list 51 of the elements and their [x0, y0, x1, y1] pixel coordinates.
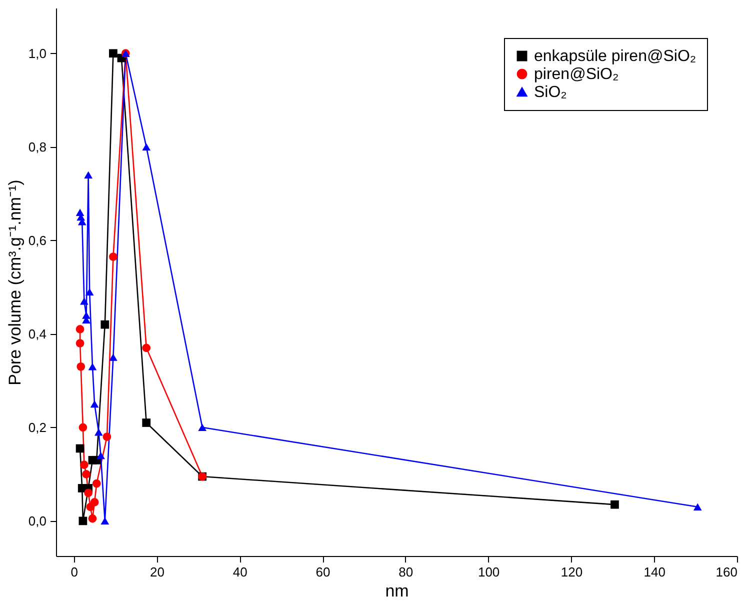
- x-tick-label: 80: [398, 564, 414, 580]
- x-tick-label: 20: [150, 564, 164, 580]
- x-tick-label: 100: [478, 564, 500, 580]
- point: [109, 354, 118, 361]
- x-tick-label: 40: [232, 564, 248, 580]
- point: [610, 500, 619, 509]
- point: [78, 423, 88, 432]
- point: [90, 400, 99, 408]
- point: [142, 418, 151, 427]
- y-tick-label: 0,4: [28, 326, 46, 342]
- point: [94, 428, 103, 436]
- point: [92, 479, 101, 488]
- point: [84, 171, 93, 179]
- point: [693, 503, 702, 511]
- point: [88, 514, 97, 523]
- x-axis-title: nm: [385, 582, 409, 600]
- y-axis-title: Pore volume (cm³.g⁻¹.nm⁻¹): [5, 180, 24, 386]
- legend-label: enkapsüle piren@SiO₂: [534, 48, 696, 65]
- point: [76, 362, 86, 371]
- point: [80, 298, 88, 305]
- x-tick-label: 160: [716, 564, 738, 580]
- point: [109, 49, 118, 58]
- y-tick-label: 0,2: [28, 420, 46, 435]
- point: [78, 516, 88, 526]
- point: [82, 470, 90, 478]
- point: [100, 320, 110, 329]
- point: [142, 344, 151, 352]
- point: [96, 452, 105, 460]
- x-tick-label: 0: [70, 564, 78, 580]
- point: [102, 432, 112, 441]
- point: [76, 339, 84, 348]
- y-tick-label: 0,6: [28, 232, 46, 248]
- point: [100, 517, 110, 525]
- point: [76, 325, 84, 334]
- point: [90, 498, 99, 506]
- y-tick-label: 0,8: [28, 139, 46, 154]
- x-tick-label: 60: [316, 564, 330, 580]
- y-tick-label: 1,0: [28, 46, 46, 61]
- x-tick-label: 140: [644, 564, 666, 580]
- legend-label: SiO₂: [534, 84, 567, 101]
- x-tick-label: 120: [560, 564, 583, 580]
- point: [198, 424, 206, 432]
- legend-label: piren@SiO₂: [534, 66, 619, 83]
- point: [80, 460, 88, 469]
- y-tick-label: 0,0: [28, 513, 46, 528]
- point: [85, 288, 94, 296]
- point: [84, 488, 93, 498]
- point: [76, 444, 84, 453]
- point: [109, 252, 118, 261]
- point: [88, 363, 97, 370]
- point: [142, 143, 151, 150]
